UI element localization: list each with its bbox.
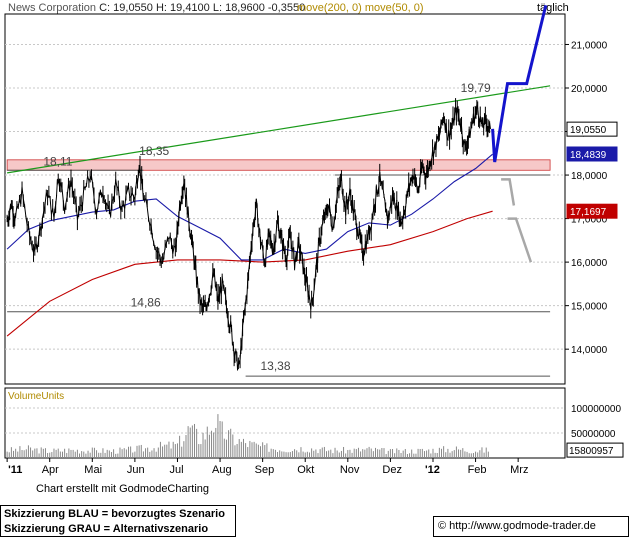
x-tick-label: Mrz [510, 464, 528, 476]
y-tick-label: 21,0000 [571, 40, 608, 51]
volume-tick-label: 100000000 [571, 404, 621, 415]
y-tick-label: 17,0000 [571, 215, 608, 226]
x-tick-label: Jul [169, 464, 183, 476]
x-tick-label: '12 [425, 464, 440, 476]
x-tick-label: Feb [468, 464, 487, 476]
x-tick-label: Apr [42, 464, 59, 476]
price-annotation-label: 18,11 [43, 154, 72, 168]
axis-value-tags: 19,0550 18,4839 17,1697 [566, 121, 618, 219]
alternative-scenario-path [501, 178, 516, 206]
support-resistance-lines [7, 169, 551, 377]
volume-title: VolumeUnits [8, 391, 64, 402]
price-panel [4, 13, 566, 385]
made-with-note: Chart erstellt mit GodmodeCharting [36, 483, 210, 495]
price-annotation-label: 19,79 [461, 81, 491, 95]
x-tick-label: '11 [8, 464, 22, 476]
axis-value-tag-label: 17,1697 [570, 207, 607, 218]
ma200-line [6, 210, 493, 337]
y-tick-label: 20,0000 [571, 84, 608, 95]
volume-last-tag [566, 442, 624, 458]
axis-value-tag-label: 18,4839 [570, 150, 607, 161]
y-tick-label: 15,0000 [571, 302, 608, 313]
x-tick-label: Aug [212, 464, 232, 476]
price-grid [5, 43, 565, 350]
trendline [7, 85, 551, 174]
x-tick-label: Jun [127, 464, 145, 476]
x-tick-label: Mai [84, 464, 102, 476]
price-line [6, 103, 491, 370]
y-tick-label: 18,0000 [571, 171, 608, 182]
price-series [6, 98, 491, 371]
resistance-zone [6, 159, 551, 171]
price-annotation-label: 14,86 [131, 296, 161, 310]
volume-last-tag-label: 15800957 [569, 446, 614, 457]
source-credit[interactable]: © http://www.godmode-trader.de [433, 516, 629, 537]
x-tick-label: Sep [255, 464, 275, 476]
axis-value-tag [566, 121, 618, 137]
time-x-axis: '11 Apr Mai Jun Jul Aug Sep Okt Nov Dez '12 Feb Mrz [6, 458, 528, 476]
x-tick-label: Dez [382, 464, 402, 476]
y-tick-label: 16,0000 [571, 258, 608, 269]
alternative-scenario-path [507, 217, 533, 263]
trendline-line [7, 85, 551, 174]
x-tick-label: Nov [340, 464, 360, 476]
preferred-scenario-path [491, 4, 548, 163]
scenario-sketches [491, 4, 548, 263]
scenario-legend: Skizzierung BLAU = bevorzugtes Szenario … [0, 505, 236, 537]
volume-y-axis: 100000000 50000000 15800957 [566, 404, 624, 458]
axis-value-tag-label: 19,0550 [570, 125, 607, 136]
x-tick-label: Okt [297, 464, 314, 476]
chart-header-ohlc: News Corporation C: 19,0550 H: 19,4100 L… [8, 2, 305, 14]
legend-blue-text: Skizzierung BLAU = bevorzugtes Szenario [4, 508, 225, 520]
moving-averages [6, 153, 493, 337]
price-annotation-label: 18,35 [139, 144, 169, 158]
price-annotation-label: 13,38 [261, 359, 291, 373]
chart-period-label: täglich [537, 2, 569, 14]
volume-panel [4, 387, 566, 459]
price-annotations: 18,11 18,35 19,79 14,86 13,38 [43, 81, 491, 373]
legend-gray-text: Skizzierung GRAU = Alternativszenario [4, 523, 209, 535]
axis-value-tag [566, 146, 618, 162]
axis-value-tag [566, 203, 618, 219]
resistance-zone-rect [6, 159, 551, 171]
y-tick-label: 14,0000 [571, 345, 608, 356]
ohlc-values: C: 19,0550 H: 19,4100 L: 18,9600 -0,3550 [99, 2, 305, 14]
chart-header-indicators: move(200, 0) move(50, 0) [297, 2, 424, 14]
instrument-name: News Corporation [8, 2, 99, 14]
volume-tick-label: 50000000 [571, 429, 616, 440]
price-y-axis: 14,000015,000016,000017,000018,000019,00… [565, 40, 608, 356]
volume-bars [6, 414, 489, 458]
ma50-line [6, 153, 493, 261]
volume-grid [5, 407, 565, 434]
